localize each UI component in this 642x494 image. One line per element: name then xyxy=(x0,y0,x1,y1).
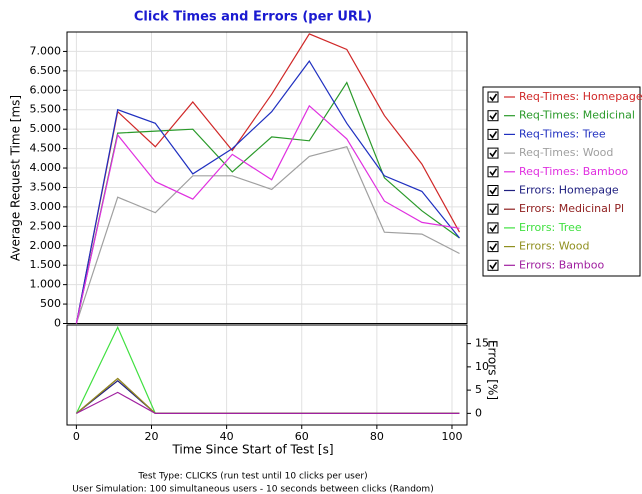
y-tick-label: 7.000 xyxy=(30,44,62,57)
x-tick-label: 0 xyxy=(73,430,80,443)
y2-axis-label: Errors [%] xyxy=(486,340,500,400)
legend-checkmark xyxy=(489,224,498,233)
series-line xyxy=(75,145,460,324)
legend-checkmark xyxy=(489,149,498,158)
note: Test Type: CLICKS (run test until 10 cli… xyxy=(137,472,367,482)
series-line xyxy=(76,377,460,414)
y-tick-label: 2.500 xyxy=(30,219,62,232)
x-tick-label: 80 xyxy=(370,430,384,443)
legend-label: Errors: Wood xyxy=(519,240,589,253)
series-line xyxy=(75,33,461,324)
y-tick-label: 5.500 xyxy=(30,103,62,116)
y-axis-label: Average Request Time [ms] xyxy=(9,95,23,261)
y-tick-label: 5.000 xyxy=(30,122,62,135)
y-tick-label: 6.000 xyxy=(30,83,62,96)
y-tick-label: 3.500 xyxy=(30,180,62,193)
y-tick-label: 0 xyxy=(54,317,61,330)
legend-checkbox[interactable] xyxy=(487,110,499,122)
series-line xyxy=(76,391,460,414)
x-tick-label: 60 xyxy=(295,430,309,443)
legend-checkmark xyxy=(489,168,498,177)
y2-tick-label: 0 xyxy=(475,406,482,419)
legend-checkbox[interactable] xyxy=(487,166,499,178)
y-tick-label: 1.000 xyxy=(30,278,62,291)
x-tick-label: 40 xyxy=(220,430,234,443)
series-line xyxy=(76,377,460,414)
y-tick-label: 500 xyxy=(40,297,61,310)
chart-title: Click Times and Errors (per URL) xyxy=(134,10,372,25)
plot-frame xyxy=(66,31,468,324)
y-tick-label: 2.000 xyxy=(30,239,62,252)
y2-tick-label: 15 xyxy=(475,337,489,350)
legend-checkbox[interactable] xyxy=(487,128,499,140)
legend-label: Req-Times: Wood xyxy=(519,146,613,159)
legend-label: Errors: Bamboo xyxy=(519,258,604,271)
legend-checkmark xyxy=(489,205,498,214)
legend-checkmark xyxy=(489,187,498,195)
y-tick-label: 4.000 xyxy=(30,161,62,174)
series-line xyxy=(75,325,460,414)
y-tick-label: 3.000 xyxy=(30,200,62,213)
legend-checkmark xyxy=(489,243,498,251)
legend-checkbox[interactable] xyxy=(487,147,499,159)
legend-checkbox[interactable] xyxy=(487,203,499,215)
legend-checkbox[interactable] xyxy=(487,91,499,103)
note: User Simulation: 100 simultaneous users … xyxy=(72,485,433,494)
x-tick-label: 100 xyxy=(441,430,462,443)
legend-checkbox[interactable] xyxy=(487,241,499,253)
series-line xyxy=(75,81,460,324)
y-tick-label: 1.500 xyxy=(30,258,62,271)
x-axis-label: Time Since Start of Test [s] xyxy=(171,443,333,457)
legend-checkbox[interactable] xyxy=(487,185,499,196)
series-line xyxy=(75,104,460,324)
legend-label: Errors: Homepage xyxy=(519,184,619,197)
series-line xyxy=(76,380,460,414)
legend-checkmark xyxy=(489,261,498,270)
legend-label: Req-Times: Tree xyxy=(519,127,606,140)
series-line xyxy=(75,60,460,324)
y2-tick-label: 5 xyxy=(475,383,482,396)
y-tick-label: 4.500 xyxy=(30,142,62,155)
legend-checkbox[interactable] xyxy=(487,222,499,234)
y2-tick-label: 10 xyxy=(475,360,489,373)
legend-label: Req-Times: Bamboo xyxy=(519,165,628,178)
legend-box xyxy=(482,86,641,277)
legend-label: Req-Times: Medicinal xyxy=(519,109,635,122)
x-tick-label: 20 xyxy=(145,430,159,443)
legend-checkmark xyxy=(489,130,498,139)
legend-checkbox[interactable] xyxy=(487,259,499,271)
legend-label: Errors: Medicinal Pl xyxy=(519,202,624,215)
legend-checkmark xyxy=(489,112,498,121)
legend-checkmark xyxy=(489,93,498,102)
y-tick-label: 6.500 xyxy=(30,64,62,77)
legend-label: Req-Times: Homepage xyxy=(519,90,642,103)
legend-label: Errors: Tree xyxy=(519,221,582,234)
plot-frame xyxy=(66,324,468,426)
